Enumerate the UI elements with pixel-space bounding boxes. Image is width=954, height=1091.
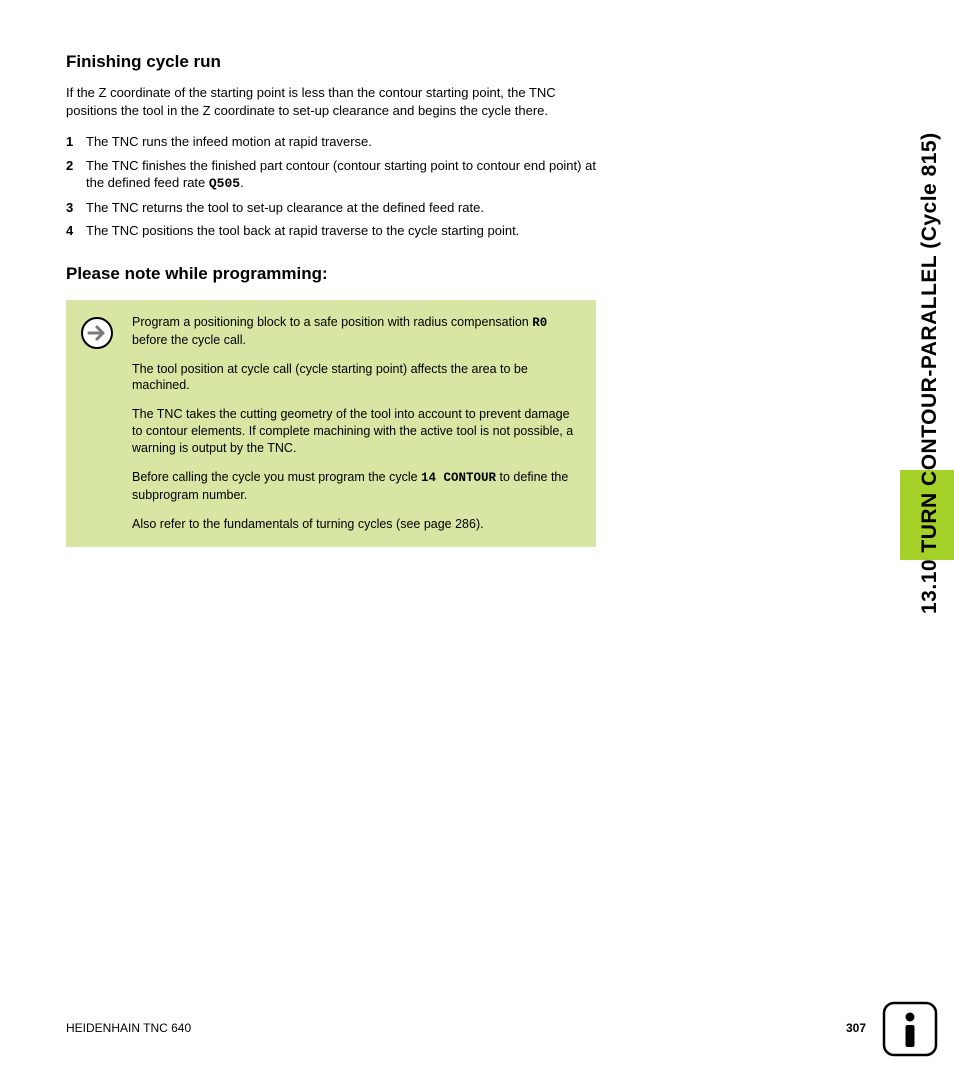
step-list: 1 The TNC runs the infeed motion at rapi…: [66, 133, 596, 240]
step-number: 4: [66, 222, 86, 240]
code-inline: R0: [532, 316, 547, 330]
note-body: Program a positioning block to a safe po…: [132, 314, 578, 533]
note-paragraph: The TNC takes the cutting geometry of th…: [132, 406, 578, 457]
side-section-title: 13.10 TURN CONTOUR-PARALLEL (Cycle 815): [912, 54, 948, 614]
step-number: 3: [66, 199, 86, 217]
footer-product: HEIDENHAIN TNC 640: [66, 1021, 191, 1035]
step-text: The TNC runs the infeed motion at rapid …: [86, 133, 596, 151]
note-paragraph: Before calling the cycle you must progra…: [132, 469, 578, 504]
heading-finishing-cycle: Finishing cycle run: [66, 52, 596, 72]
document-page: Finishing cycle run If the Z coordinate …: [0, 0, 954, 1091]
code-inline: Q505: [209, 176, 240, 191]
step-text: The TNC returns the tool to set-up clear…: [86, 199, 596, 217]
page-number: 307: [846, 1021, 866, 1035]
step-item: 3 The TNC returns the tool to set-up cle…: [66, 199, 596, 217]
page-footer: HEIDENHAIN TNC 640 307: [66, 1021, 866, 1035]
note-paragraph: The tool position at cycle call (cycle s…: [132, 361, 578, 395]
step-item: 4 The TNC positions the tool back at rap…: [66, 222, 596, 240]
step-text: The TNC positions the tool back at rapid…: [86, 222, 596, 240]
note-paragraph: Also refer to the fundamentals of turnin…: [132, 516, 578, 533]
note-callout: Program a positioning block to a safe po…: [66, 300, 596, 547]
info-icon: [882, 1001, 938, 1057]
step-item: 2 The TNC finishes the finished part con…: [66, 157, 596, 193]
heading-please-note: Please note while programming:: [66, 264, 596, 284]
step-number: 1: [66, 133, 86, 151]
intro-paragraph: If the Z coordinate of the starting poin…: [66, 84, 596, 119]
step-number: 2: [66, 157, 86, 193]
step-item: 1 The TNC runs the infeed motion at rapi…: [66, 133, 596, 151]
main-content: Finishing cycle run If the Z coordinate …: [66, 52, 596, 547]
step-text: The TNC finishes the finished part conto…: [86, 157, 596, 193]
note-paragraph: Program a positioning block to a safe po…: [132, 314, 578, 349]
code-inline: 14 CONTOUR: [421, 471, 496, 485]
arrow-circle-icon: [80, 316, 114, 350]
